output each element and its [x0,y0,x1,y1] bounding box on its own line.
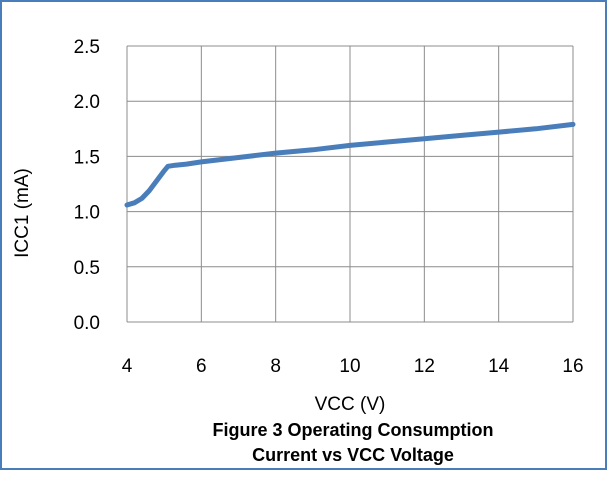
x-axis-label: VCC (V) [315,394,386,415]
caption-line-2: Current vs VCC Voltage [252,445,454,465]
x-tick-label: 10 [339,356,360,377]
series-group [124,121,576,208]
x-tick-label: 12 [414,356,435,377]
y-tick-label: 1.0 [74,203,100,224]
y-tick-label: 2.5 [74,37,100,58]
y-tick-label: 1.5 [74,147,100,168]
y-tick-labels: 0.0 0.5 1.0 1.5 2.0 2.5 [74,37,100,334]
x-tick-label: 6 [196,356,207,377]
y-tick-label: 0.5 [74,258,100,279]
series-line [124,121,576,208]
y-tick-label: 0.0 [74,313,100,334]
x-tick-label: 4 [122,356,133,377]
x-tick-label: 8 [270,356,281,377]
y-axis-label: ICC1 (mA) [12,168,33,258]
grid-lines [126,45,574,323]
y-tick-label: 2.0 [74,92,100,113]
x-tick-label: 16 [562,356,583,377]
x-tick-labels: 4 6 8 10 12 14 16 [122,356,584,377]
x-tick-label: 14 [488,356,510,377]
caption-line-1: Figure 3 Operating Consumption [212,420,493,440]
